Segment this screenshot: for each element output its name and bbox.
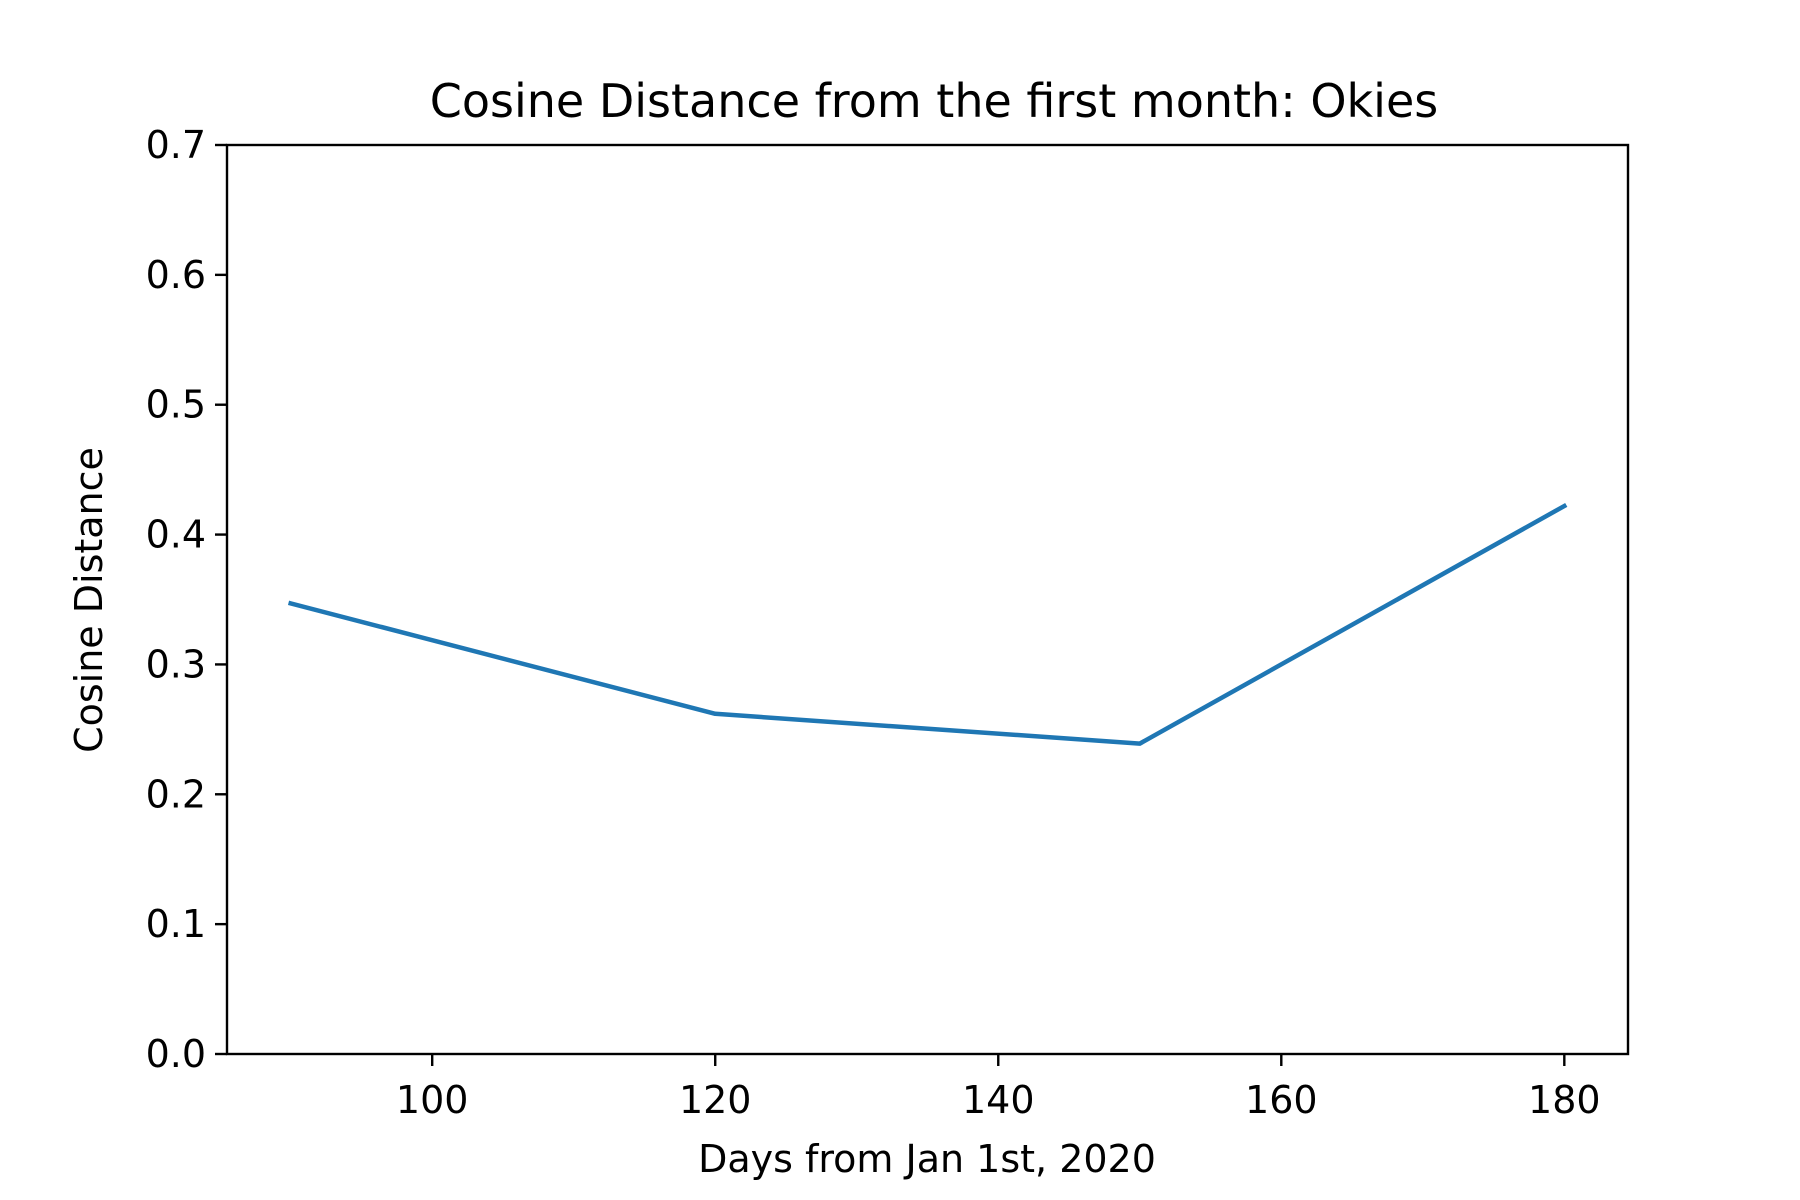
y-tick-label: 0.6 bbox=[146, 253, 206, 297]
y-tick-label: 0.5 bbox=[146, 383, 206, 427]
x-tick-label: 120 bbox=[679, 1078, 752, 1122]
chart-title: Cosine Distance from the first month: Ok… bbox=[430, 74, 1438, 128]
series-layer bbox=[287, 502, 1568, 746]
y-tick-label: 0.1 bbox=[146, 902, 206, 946]
plot-frame bbox=[225, 143, 1630, 1056]
x-axis-label: Days from Jan 1st, 2020 bbox=[698, 1137, 1156, 1181]
y-axis-label: Cosine Distance bbox=[67, 447, 111, 753]
y-tick-label: 0.2 bbox=[146, 772, 206, 816]
y-tick-label: 0.4 bbox=[146, 513, 206, 557]
x-tick-label: 180 bbox=[1528, 1078, 1601, 1122]
y-tick-label: 0.3 bbox=[146, 642, 206, 686]
x-tick-label: 100 bbox=[396, 1078, 469, 1122]
x-axis: 100 120 140 160 180 bbox=[396, 1054, 1601, 1122]
series-line bbox=[287, 502, 1568, 746]
x-tick-label: 160 bbox=[1245, 1078, 1318, 1122]
x-tick-label: 140 bbox=[962, 1078, 1035, 1122]
y-tick-label: 0.7 bbox=[146, 123, 206, 167]
y-axis: 0.0 0.1 0.2 0.3 0.4 0.5 0.6 0.7 bbox=[146, 123, 227, 1076]
y-tick-label: 0.0 bbox=[146, 1032, 206, 1076]
